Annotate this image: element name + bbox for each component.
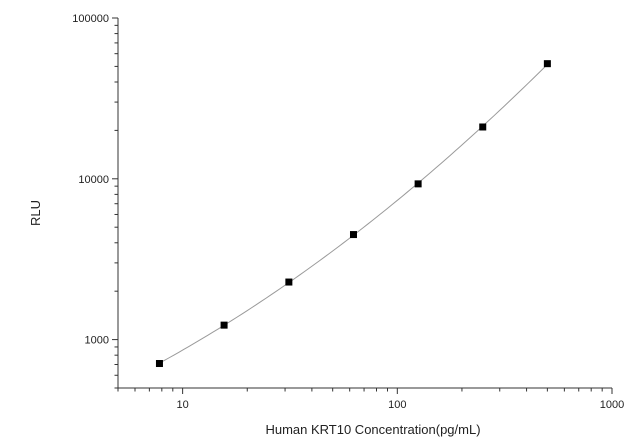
x-axis-title: Human KRT10 Concentration(pg/mL) (265, 422, 480, 437)
data-point (155, 360, 163, 368)
axis-labels: 10 100 1000 1000 10000 100000 Human KRT10 Conc… (28, 13, 624, 437)
x-tick-label: 1000 (600, 399, 624, 411)
y-axis-title: RLU (28, 200, 43, 226)
x-tick-label: 100 (388, 399, 406, 411)
data-points (155, 60, 551, 368)
data-point (543, 60, 551, 68)
y-tick-label: 1000 (85, 335, 109, 347)
axes (112, 17, 613, 394)
data-point (285, 278, 293, 286)
x-tick-label: 10 (177, 399, 189, 411)
data-point (479, 123, 487, 131)
y-tick-label: 100000 (72, 13, 109, 25)
data-point (414, 180, 422, 188)
fit-curve (159, 64, 548, 364)
fit-curve-group (159, 64, 548, 364)
data-point (220, 321, 228, 329)
data-point (349, 231, 357, 239)
y-tick-label: 10000 (78, 174, 109, 186)
